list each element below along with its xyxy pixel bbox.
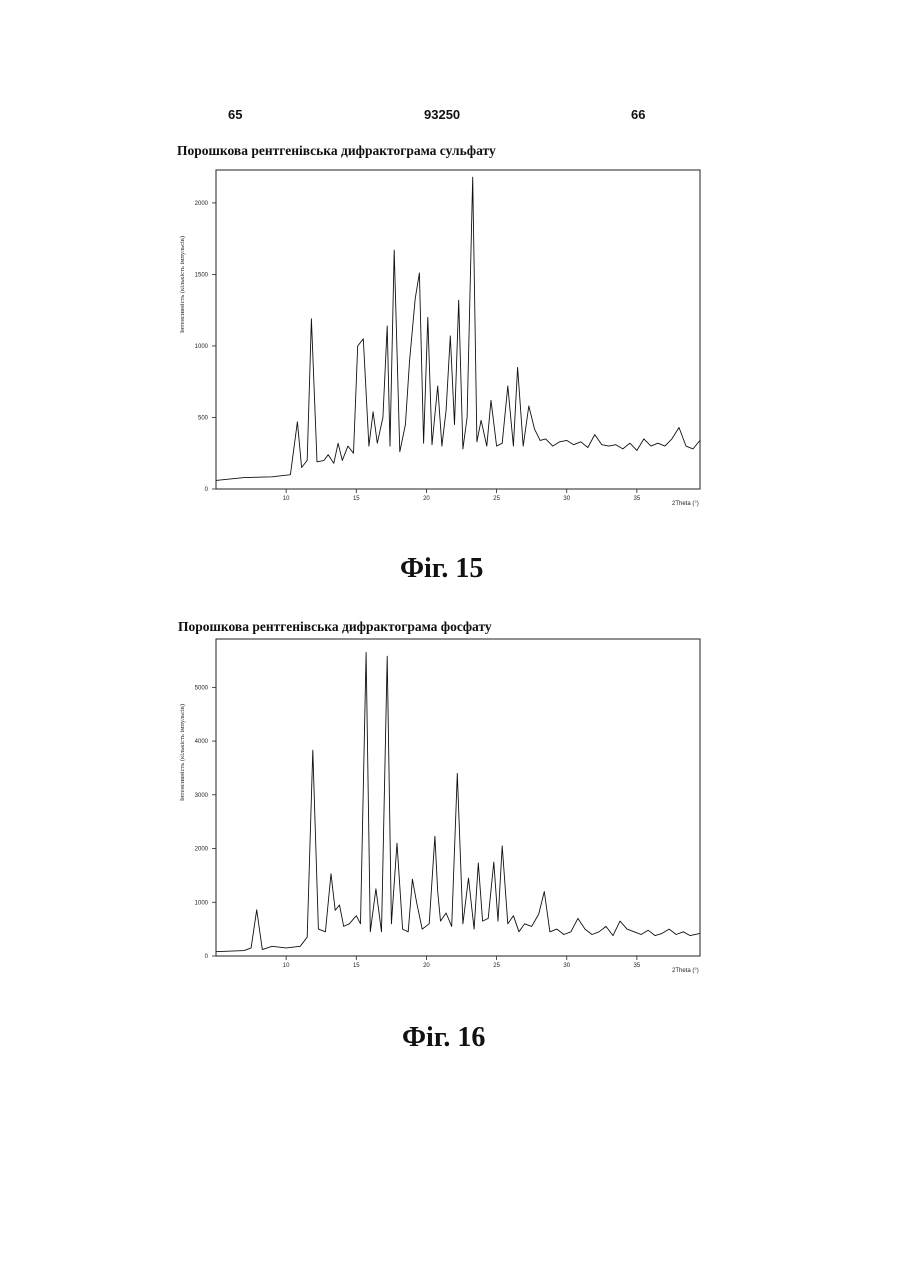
- phosphate-x-tick-label: 25: [493, 963, 500, 969]
- phosphate-x-tick-label: 10: [283, 963, 290, 969]
- phosphate-x-tick-label: 20: [423, 963, 430, 969]
- phosphate-y-tick-label: 2000: [195, 847, 209, 853]
- phosphate-x-axis-label: 2Theta (°): [672, 968, 699, 974]
- phosphate-x-tick-label: 35: [634, 963, 641, 969]
- phosphate-y-tick-label: 0: [205, 954, 209, 960]
- phosphate-diffraction-line: [216, 652, 700, 951]
- phosphate-x-tick-label: 30: [563, 963, 570, 969]
- phosphate-y-tick-label: 1000: [195, 900, 209, 906]
- phosphate-y-tick-label: 4000: [195, 739, 209, 745]
- figure-caption-16: Фіг. 16: [402, 1022, 485, 1054]
- phosphate-x-tick-label: 15: [353, 963, 360, 969]
- phosphate-y-tick-label: 5000: [195, 685, 209, 691]
- phosphate-y-axis-label: Інтенсивність (кількість імпульсів): [179, 704, 186, 801]
- phosphate-y-tick-label: 3000: [195, 793, 209, 799]
